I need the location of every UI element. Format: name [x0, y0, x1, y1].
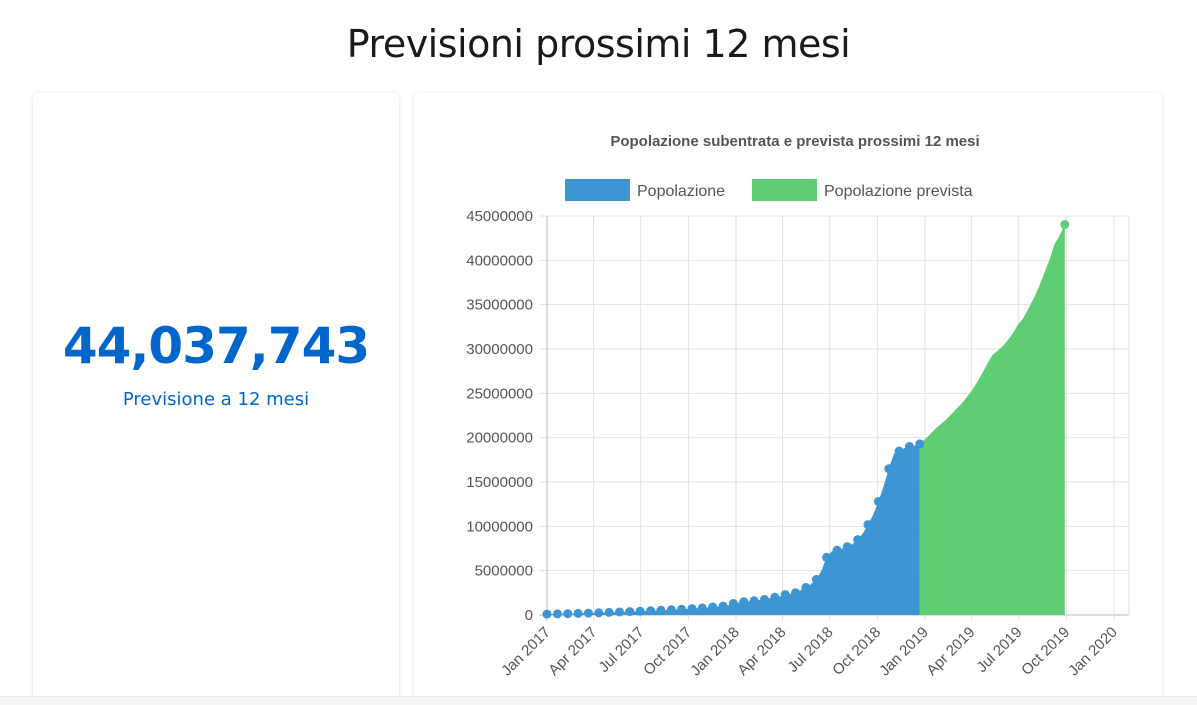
chart-legend[interactable]: Popolazione Popolazione prevista [565, 179, 973, 201]
x-tick-label: Apr 2017 [545, 624, 600, 679]
legend-swatch[interactable] [565, 179, 630, 201]
data-point[interactable] [884, 464, 894, 474]
x-tick-label: Oct 2019 [1018, 624, 1073, 679]
data-point[interactable] [791, 588, 800, 598]
legend-swatch[interactable] [752, 179, 817, 201]
x-tick-label: Jul 2019 [973, 624, 1025, 676]
chart-grid [539, 215, 1130, 621]
data-point[interactable] [832, 545, 842, 555]
chart-card: Popolazione subentrata e prevista prossi… [414, 93, 1162, 705]
data-point[interactable] [687, 604, 697, 614]
y-tick-label: 10000000 [466, 518, 533, 535]
data-point[interactable] [583, 608, 593, 618]
chart-points [542, 220, 1070, 619]
x-tick-label: Oct 2018 [829, 624, 884, 679]
y-tick-label: 40000000 [466, 252, 533, 269]
data-point[interactable] [718, 601, 728, 611]
x-tick-label: Jul 2017 [595, 624, 647, 676]
data-point[interactable] [708, 602, 718, 612]
x-tick-label: Oct 2017 [640, 624, 695, 679]
legend-label[interactable]: Popolazione prevista [824, 183, 973, 200]
y-tick-label: 30000000 [466, 341, 533, 358]
legend-label[interactable]: Popolazione [637, 183, 725, 200]
data-point[interactable] [666, 605, 676, 615]
kpi-caption: Previsione a 12 mesi [122, 389, 310, 410]
y-axis: 0 5000000 10000000 15000000 20000000 25000000… [466, 208, 533, 624]
data-point[interactable] [677, 604, 687, 614]
series-area-0 [547, 443, 920, 615]
data-point[interactable] [894, 446, 904, 456]
bottom-bar [0, 696, 1197, 705]
data-point[interactable] [811, 575, 821, 584]
data-point[interactable] [1060, 220, 1070, 229]
x-tick-label: Jan 2018 [687, 624, 743, 680]
chart-title: Popolazione subentrata e prevista prossi… [610, 133, 979, 150]
kpi-card: 44,037,743 Previsione a 12 mesi [33, 93, 399, 705]
data-point[interactable] [594, 608, 604, 618]
y-tick-label: 20000000 [466, 430, 533, 447]
data-point[interactable] [625, 607, 635, 617]
x-tick-label: Apr 2019 [923, 624, 978, 679]
data-point[interactable] [552, 609, 562, 619]
data-point[interactable] [739, 597, 749, 607]
data-point[interactable] [656, 605, 666, 615]
data-point[interactable] [615, 607, 624, 617]
x-tick-label: Jan 2019 [876, 624, 932, 680]
data-point[interactable] [542, 609, 552, 619]
y-tick-label: 15000000 [466, 474, 533, 491]
data-point[interactable] [646, 606, 656, 616]
data-point[interactable] [873, 497, 883, 506]
x-tick-label: Jan 2020 [1065, 624, 1121, 680]
population-chart: Popolazione subentrata e prevista prossi… [466, 133, 1130, 680]
data-point[interactable] [563, 609, 573, 619]
data-point[interactable] [604, 607, 614, 617]
y-tick-label: 25000000 [466, 385, 533, 402]
data-point[interactable] [770, 592, 780, 602]
y-tick-label: 35000000 [466, 297, 533, 314]
data-point[interactable] [573, 608, 583, 618]
data-point[interactable] [780, 590, 790, 600]
data-point[interactable] [760, 595, 769, 604]
y-tick-label: 5000000 [475, 563, 533, 580]
chart-areas [547, 224, 1065, 615]
data-point[interactable] [915, 439, 925, 449]
x-tick-label: Apr 2018 [734, 624, 789, 679]
data-point[interactable] [842, 542, 852, 552]
data-point[interactable] [853, 535, 863, 545]
data-point[interactable] [697, 603, 707, 613]
x-tick-label: Jul 2018 [784, 624, 836, 676]
data-point[interactable] [905, 442, 914, 451]
y-tick-label: 0 [525, 607, 533, 624]
x-tick-label: Jan 2017 [498, 624, 554, 680]
kpi-value: 44,037,743 [62, 317, 370, 375]
data-point[interactable] [801, 583, 811, 592]
y-tick-label: 45000000 [466, 208, 533, 225]
data-point[interactable] [749, 596, 759, 606]
series-area-1 [919, 224, 1065, 615]
data-point[interactable] [822, 552, 832, 562]
page-title: Previsioni prossimi 12 mesi [346, 22, 851, 66]
data-point[interactable] [863, 520, 873, 530]
data-point[interactable] [635, 606, 645, 616]
data-point[interactable] [728, 599, 738, 608]
